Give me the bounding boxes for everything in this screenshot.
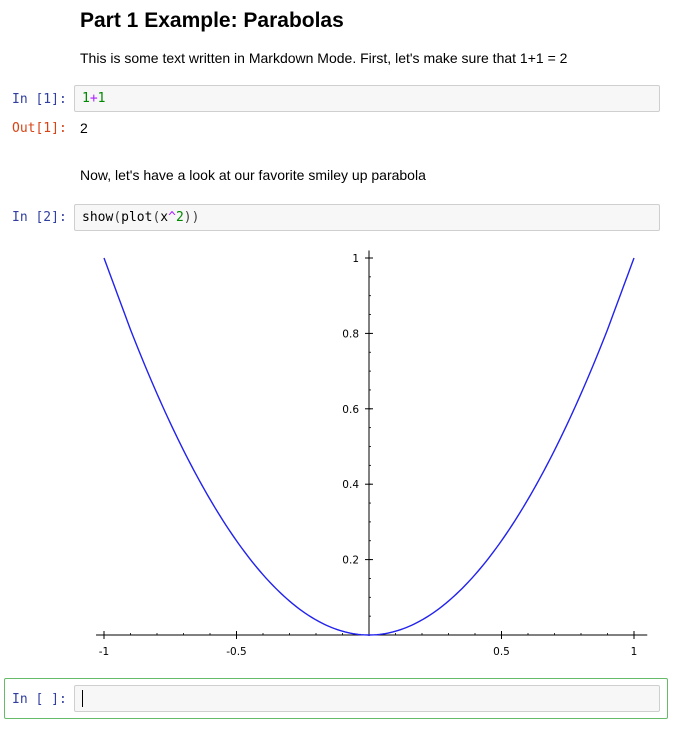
output-1: 2	[80, 120, 88, 136]
markdown-paragraph-parabola: Now, let's have a look at our favorite s…	[80, 167, 426, 183]
code-token: ^	[168, 210, 176, 225]
y-tick-label: 0.2	[342, 555, 359, 567]
markdown-paragraph-intro: This is some text written in Markdown Mo…	[80, 50, 568, 66]
selected-cell-border	[4, 678, 668, 719]
y-tick-label: 0.4	[342, 479, 359, 491]
code-token: +	[89, 91, 98, 106]
code-token: ))	[183, 210, 200, 225]
x-tick-label: -1	[99, 646, 109, 658]
code-token: (	[113, 210, 122, 225]
page-title: Part 1 Example: Parabolas	[80, 9, 344, 32]
text-cursor	[82, 690, 83, 707]
code-token: x	[160, 210, 169, 225]
x-tick-label: -0.5	[226, 646, 247, 658]
code-token: 1	[82, 91, 90, 106]
x-tick-label: 0.5	[493, 646, 510, 658]
code-token: plot	[121, 210, 153, 225]
code-token: show	[82, 210, 114, 225]
code-token: 1	[97, 91, 106, 106]
in-prompt-3: In [ ]:	[12, 692, 67, 707]
out-prompt-1: Out[1]:	[12, 121, 67, 136]
in-prompt-2: In [2]:	[12, 210, 67, 225]
x-tick-label: 1	[631, 646, 638, 658]
code-token: (	[152, 210, 161, 225]
series-line	[103, 257, 635, 636]
y-tick-label: 0.8	[342, 328, 359, 340]
y-tick-label: 1	[352, 253, 359, 265]
y-tick-label: 0.6	[342, 404, 359, 416]
in-prompt-1: In [1]:	[12, 92, 67, 107]
code-cell-1[interactable]: 1+1	[74, 85, 660, 112]
code-cell-3-input[interactable]	[74, 685, 660, 712]
code-cell-2[interactable]: show(plot(x^2))	[74, 204, 660, 231]
code-token: 2	[175, 210, 184, 225]
